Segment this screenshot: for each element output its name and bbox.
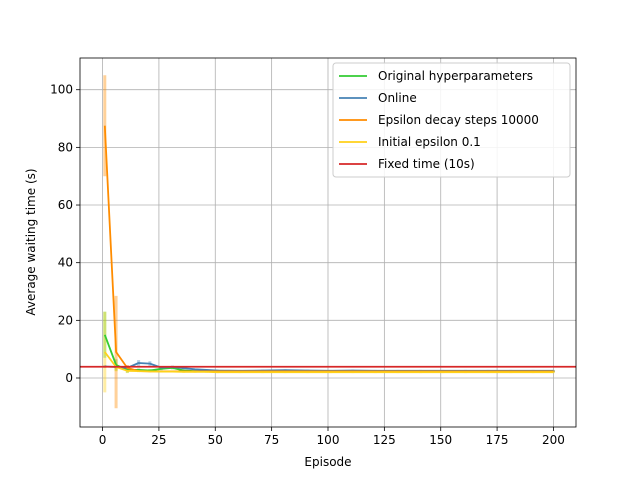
- x-tick-label: 125: [373, 433, 396, 447]
- legend-label: Online: [378, 91, 417, 105]
- legend-box: [332, 62, 571, 178]
- x-tick-label: 75: [264, 433, 279, 447]
- y-tick-label: 40: [58, 256, 73, 270]
- legend-label: Initial epsilon 0.1: [378, 135, 481, 149]
- y-tick-label: 100: [50, 83, 73, 97]
- x-axis: 0 25 50 75 100 125 150 175 200: [99, 427, 565, 447]
- plot-area: [80, 75, 576, 409]
- y-tick-label: 60: [58, 198, 73, 212]
- legend-label: Epsilon decay steps 10000: [378, 113, 539, 127]
- x-tick-label: 0: [99, 433, 107, 447]
- y-tick-label: 20: [58, 313, 73, 327]
- x-tick-label: 25: [151, 433, 166, 447]
- series-line: [104, 351, 554, 374]
- x-axis-label: Episode: [304, 455, 351, 469]
- x-tick-label: 50: [208, 433, 223, 447]
- legend: Original hyperparameters Online Epsilon de…: [332, 62, 571, 178]
- legend-label: Original hyperparameters: [378, 69, 533, 83]
- x-tick-label: 175: [486, 433, 509, 447]
- x-tick-label: 150: [429, 433, 452, 447]
- legend-label: Fixed time (10s): [378, 157, 475, 171]
- y-axis: 0 20 40 60 80 100: [50, 83, 80, 385]
- x-tick-label: 200: [542, 433, 565, 447]
- y-tick-label: 0: [65, 371, 73, 385]
- y-tick-label: 80: [58, 140, 73, 154]
- x-tick-label: 100: [317, 433, 340, 447]
- y-axis-label: Average waiting time (s): [24, 168, 38, 315]
